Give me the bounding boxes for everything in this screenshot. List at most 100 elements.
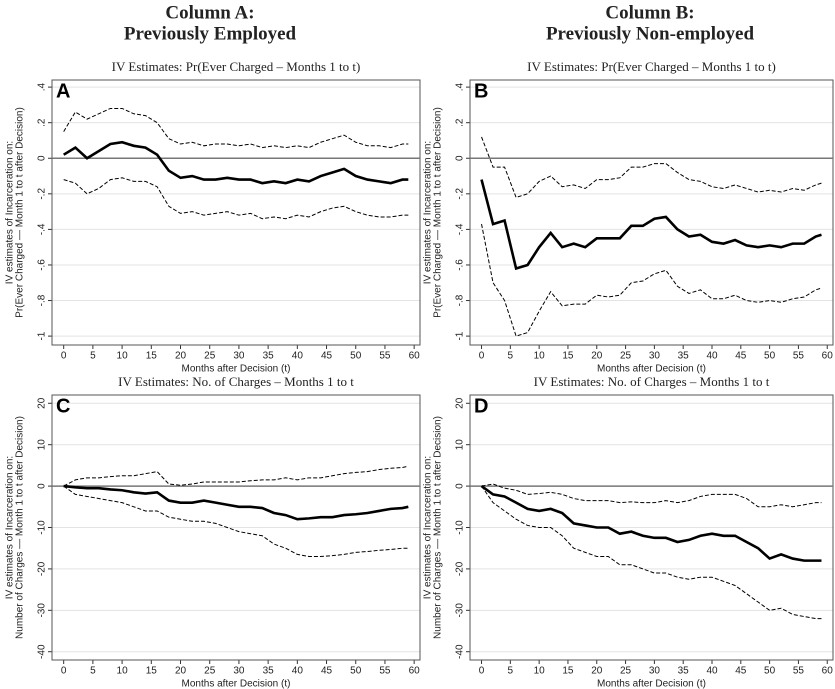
y-tick-label: -30 [455, 603, 466, 618]
y-tick-label: -.4 [37, 223, 48, 235]
y-tick-label: -.2 [455, 188, 466, 200]
x-tick-label: 5 [90, 351, 96, 362]
series-line [481, 136, 822, 198]
y-tick-label: -.6 [455, 259, 466, 271]
x-tick-label: 10 [117, 351, 129, 362]
y-axis-label: IV estimates of Incarceration on: [5, 456, 16, 599]
x-tick-label: 60 [409, 666, 421, 677]
series-line [480, 485, 822, 562]
x-tick-label: 45 [735, 351, 747, 362]
panel-letter: C [56, 395, 70, 417]
y-tick-label: -.4 [455, 223, 466, 235]
y-tick-label: .2 [455, 118, 466, 127]
y-tick-label: -1 [455, 331, 466, 340]
x-tick-label: 30 [649, 666, 661, 677]
series-line [481, 483, 822, 508]
y-tick-label: 20 [37, 397, 48, 409]
y-axis-label: Number of Charges — Month 1 to t after D… [15, 416, 26, 639]
y-axis-label: IV estimates of Incarceration on: [423, 141, 434, 284]
x-tick-label: 5 [90, 666, 96, 677]
x-tick-label: 25 [204, 351, 216, 362]
plot-frame [51, 394, 421, 661]
y-tick-label: -10 [455, 520, 466, 535]
x-tick-label: 60 [822, 666, 834, 677]
series-line [63, 465, 409, 487]
x-tick-label: 0 [479, 666, 485, 677]
column-title: Column A: [165, 2, 254, 23]
x-tick-label: 50 [350, 666, 362, 677]
y-axis-label: IV estimates of Incarceration on: [423, 456, 434, 599]
y-tick-label: -40 [455, 644, 466, 659]
x-tick-label: 10 [534, 666, 546, 677]
x-tick-label: 55 [793, 351, 805, 362]
x-tick-label: 35 [678, 351, 690, 362]
y-axis-label: Number of Charges — Month 1 to t after D… [433, 416, 444, 639]
x-tick-label: 40 [292, 666, 304, 677]
x-tick-label: 0 [479, 351, 485, 362]
x-tick-label: 15 [146, 666, 158, 677]
x-tick-label: 20 [591, 351, 603, 362]
y-tick-label: -10 [37, 520, 48, 535]
x-tick-label: 20 [591, 666, 603, 677]
y-axis-label: IV estimates of Incarceration on: [5, 141, 16, 284]
column-subtitle: Previously Non-employed [546, 23, 755, 44]
x-tick-label: 60 [409, 351, 421, 362]
panel-title: IV Estimates: Pr(Ever Charged – Months 1… [112, 59, 361, 74]
x-tick-label: 5 [508, 351, 514, 362]
series-line [63, 485, 409, 557]
x-axis-label: Months after Decision (t) [597, 364, 706, 375]
y-tick-label: 10 [37, 439, 48, 451]
plot-frame [469, 394, 834, 661]
x-tick-label: 20 [175, 351, 187, 362]
x-axis-label: Months after Decision (t) [182, 679, 291, 689]
series-line [481, 485, 822, 620]
x-tick-label: 45 [735, 666, 747, 677]
panel-letter: D [474, 395, 488, 417]
series-line [481, 223, 822, 337]
y-tick-label: .4 [455, 83, 466, 92]
x-tick-label: 60 [822, 351, 834, 362]
series-line [63, 107, 409, 149]
y-tick-label: -30 [37, 603, 48, 618]
x-tick-label: 30 [649, 351, 661, 362]
plot-frame [51, 79, 421, 346]
y-tick-label: 10 [455, 439, 466, 451]
panel-letter: B [474, 80, 488, 102]
panel-title: IV Estimates: No. of Charges – Months 1 … [534, 374, 770, 389]
y-tick-label: -.2 [37, 188, 48, 200]
y-tick-label: .2 [37, 118, 48, 127]
y-tick-label: -40 [37, 644, 48, 659]
x-tick-label: 35 [678, 666, 690, 677]
x-tick-label: 40 [706, 666, 718, 677]
x-tick-label: 0 [61, 666, 67, 677]
x-tick-label: 50 [764, 666, 776, 677]
y-tick-label: -.8 [455, 294, 466, 306]
x-tick-label: 10 [117, 666, 129, 677]
x-axis-label: Months after Decision (t) [182, 364, 291, 375]
y-tick-label: -20 [37, 561, 48, 576]
x-tick-label: 15 [562, 351, 574, 362]
y-tick-label: 0 [455, 155, 466, 161]
x-tick-label: 50 [350, 351, 362, 362]
y-tick-label: 0 [455, 483, 466, 489]
x-tick-label: 45 [321, 666, 333, 677]
x-tick-label: 15 [146, 351, 158, 362]
y-tick-label: 20 [455, 397, 466, 409]
x-tick-label: 15 [562, 666, 574, 677]
x-tick-label: 5 [508, 666, 514, 677]
x-tick-label: 30 [233, 351, 245, 362]
x-tick-label: 20 [175, 666, 187, 677]
y-tick-label: .4 [37, 83, 48, 92]
y-tick-label: 0 [37, 155, 48, 161]
panel-letter: A [56, 80, 70, 102]
series-line [63, 484, 409, 521]
y-tick-label: -.6 [37, 259, 48, 271]
plot-frame [469, 79, 834, 346]
series-line [63, 140, 409, 185]
series-line [480, 179, 822, 271]
x-tick-label: 55 [379, 351, 391, 362]
x-axis-label: Months after Decision (t) [597, 679, 706, 689]
y-tick-label: 0 [37, 483, 48, 489]
x-tick-label: 45 [321, 351, 333, 362]
